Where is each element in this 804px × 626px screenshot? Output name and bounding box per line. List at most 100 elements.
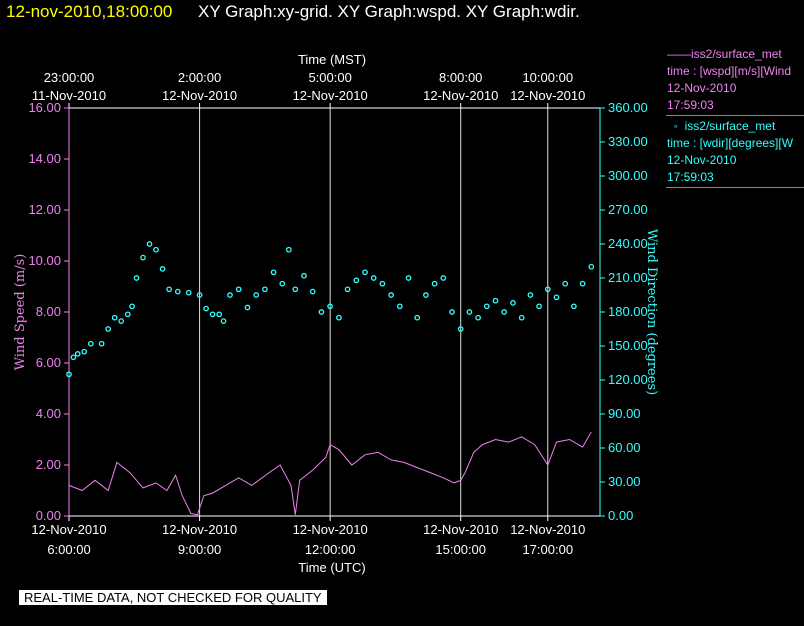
wind-direction-point	[87, 340, 94, 347]
wind-direction-point	[74, 351, 81, 357]
wind-direction-point	[353, 277, 360, 284]
wind-direction-point	[203, 305, 209, 312]
y2-tick-label: 330.00	[608, 134, 648, 149]
wind-direction-point	[449, 309, 455, 315]
legend-name-wspd: ——iss2/surface_met	[667, 47, 782, 61]
y-tick-label: 10.00	[28, 253, 61, 268]
x-tick-label-time: 12:00:00	[305, 542, 356, 557]
wind-direction-point	[309, 288, 316, 295]
wind-direction-point	[70, 354, 77, 361]
wind-direction-point	[216, 311, 223, 318]
wind-direction-point	[270, 269, 277, 276]
wind-direction-point	[492, 297, 499, 304]
wind-direction-point	[118, 318, 125, 324]
wind-direction-point	[327, 303, 333, 310]
y2-tick-label: 210.00	[608, 270, 648, 285]
wind-direction-point	[244, 304, 251, 311]
wind-direction-point	[185, 289, 192, 296]
wind-direction-point	[279, 280, 286, 287]
legend-date-wdir: 12-Nov-2010	[667, 153, 737, 167]
y-tick-label: 8.00	[36, 304, 61, 319]
wind-direction-point	[396, 303, 403, 310]
x-tick-label-date: 12-Nov-2010	[31, 522, 106, 537]
wind-direction-point	[518, 314, 525, 321]
y2-tick-label: 60.00	[608, 440, 641, 455]
wind-direction-point	[414, 314, 421, 321]
wind-direction-point	[105, 326, 112, 332]
wind-direction-point	[344, 286, 351, 293]
wind-direction-point	[235, 286, 242, 293]
legend-entry-wdir: ◦ iss2/surface_met time : [wdir][degrees…	[666, 116, 804, 188]
legend: ——iss2/surface_met time : [wspd][m/s][Wi…	[666, 44, 804, 188]
top-x-tick-label-date: 12-Nov-2010	[510, 88, 585, 103]
y2-tick-label: 300.00	[608, 168, 648, 183]
legend-time-wdir: 17:59:03	[667, 170, 714, 184]
y2-tick-label: 240.00	[608, 236, 648, 251]
wind-direction-point	[129, 303, 135, 310]
legend-variable-wspd: time : [wspd][m/s][Wind	[667, 64, 792, 78]
wind-direction-point	[196, 292, 203, 298]
wind-direction-point	[159, 266, 166, 272]
x-tick-label-date: 12-Nov-2010	[510, 522, 585, 537]
wind-direction-point	[579, 280, 586, 287]
top-x-tick-label-date: 11-Nov-2010	[32, 88, 106, 103]
wind-direction-point	[562, 280, 569, 287]
y-tick-label: 0.00	[36, 508, 61, 523]
axes	[64, 103, 605, 521]
wind-direction-point	[440, 275, 447, 281]
y2-tick-label: 360.00	[608, 100, 648, 115]
wind-direction-point	[405, 275, 412, 281]
x-tick-label-date: 12-Nov-2010	[423, 522, 498, 537]
wind-direction-point	[370, 275, 377, 281]
wind-direction-point	[285, 246, 292, 253]
y2-tick-label: 180.00	[608, 304, 648, 319]
wind-direction-point	[146, 241, 153, 247]
wind-direction-point	[111, 314, 118, 321]
wind-direction-point	[423, 292, 429, 298]
grid-lines	[199, 108, 549, 516]
legend-time-wspd: 17:59:03	[667, 98, 714, 112]
x-tick-label-time: 9:00:00	[178, 542, 221, 557]
top-x-axis-label: Time (MST)	[298, 52, 366, 67]
wind-direction-point	[388, 292, 394, 298]
wind-direction-point	[166, 286, 172, 293]
wind-direction-point	[510, 300, 516, 306]
wind-direction-point	[133, 275, 140, 281]
y2-tick-label: 150.00	[608, 338, 648, 353]
x-tick-label-time: 6:00:00	[47, 542, 90, 557]
wind-direction-point	[571, 303, 577, 310]
x-tick-label-time: 17:00:00	[522, 542, 573, 557]
quality-notice: REAL-TIME DATA, NOT CHECKED FOR QUALITY	[19, 590, 327, 605]
top-x-tick-label-time: 5:00:00	[308, 70, 351, 85]
top-x-tick-label-time: 10:00:00	[522, 70, 573, 85]
top-x-tick-label-time: 23:00:00	[44, 70, 95, 85]
wind-direction-point	[262, 286, 268, 293]
y-tick-label: 4.00	[36, 406, 61, 421]
wind-direction-point	[553, 294, 560, 301]
wind-direction-point	[336, 314, 342, 321]
wind-direction-point	[124, 311, 131, 318]
wind-direction-point	[466, 309, 473, 315]
wind-direction-point	[501, 309, 508, 315]
wind-speed-series	[68, 431, 592, 516]
wind-direction-point	[227, 292, 233, 298]
wind-direction-series	[66, 241, 595, 378]
wind-direction-point	[544, 286, 551, 293]
wind-direction-point	[174, 288, 181, 295]
top-x-tick-label-time: 8:00:00	[439, 70, 482, 85]
wind-direction-point	[379, 280, 386, 287]
top-x-tick-label-time: 2:00:00	[178, 70, 221, 85]
y-tick-label: 6.00	[36, 355, 61, 370]
wind-direction-point	[301, 272, 307, 279]
wind-direction-point	[483, 303, 490, 310]
wind-direction-point	[81, 348, 88, 355]
wind-direction-point	[153, 246, 159, 253]
wind-direction-point	[220, 318, 227, 324]
top-x-tick-label-date: 12-Nov-2010	[423, 88, 498, 103]
circle-marker-icon: ◦	[673, 119, 678, 133]
legend-date-wspd: 12-Nov-2010	[667, 81, 737, 95]
legend-name-wdir: ◦ iss2/surface_met	[673, 119, 776, 133]
wind-direction-point	[362, 269, 368, 276]
x-tick-label-date: 12-Nov-2010	[293, 522, 368, 537]
